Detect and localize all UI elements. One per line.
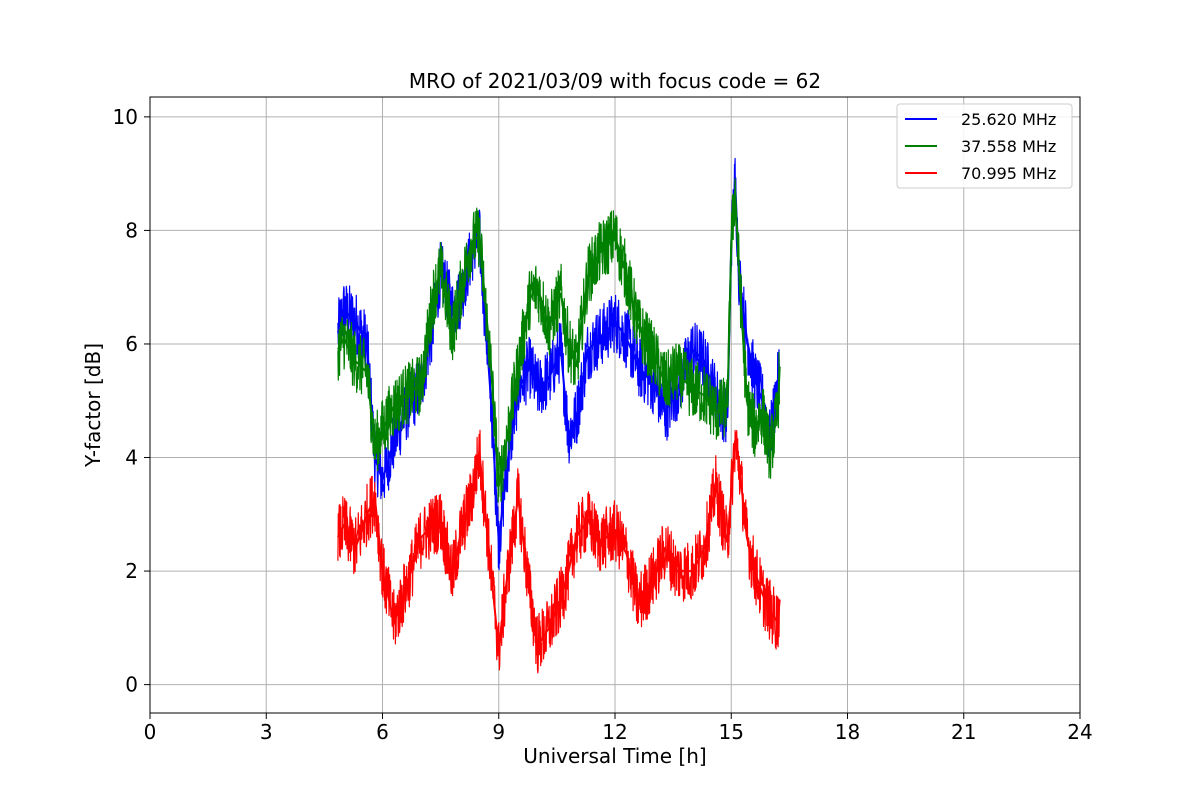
- y-tick-label: 0: [125, 673, 138, 697]
- series-37-558-mhz-line: [337, 190, 781, 487]
- x-tick-label: 0: [144, 720, 157, 744]
- legend-label: 25.620 MHz: [961, 110, 1056, 129]
- series-70-995-mhz-line: [337, 440, 781, 651]
- chart-title: MRO of 2021/03/09 with focus code = 62: [409, 69, 821, 93]
- series-70-995-mhz: [337, 429, 781, 674]
- legend-box: [896, 103, 1073, 189]
- legend-label: 37.558 MHz: [961, 137, 1056, 156]
- y-tick-label: 8: [125, 218, 138, 242]
- x-axis-label: Universal Time [h]: [523, 744, 706, 768]
- x-tick-label: 3: [260, 720, 273, 744]
- y-tick-label: 6: [125, 332, 138, 356]
- y-axis-label: Y-factor [dB]: [81, 343, 105, 468]
- legend: 25.620 MHz 37.558 MHz 70.995 MHz: [896, 103, 1073, 189]
- plot-lines: [336, 157, 781, 674]
- x-tick-label: 9: [492, 720, 505, 744]
- series-37-558-mhz: [337, 178, 781, 503]
- x-tick-label: 12: [602, 720, 627, 744]
- legend-label: 70.995 MHz: [961, 164, 1056, 183]
- y-tick-label: 2: [125, 559, 138, 583]
- y-tick-label: 10: [113, 105, 138, 129]
- x-tick-label: 21: [951, 720, 976, 744]
- x-tick-label: 6: [376, 720, 389, 744]
- x-tick-label: 24: [1067, 720, 1092, 744]
- series-37-558-mhz-signal: [337, 178, 780, 503]
- y-tick-label: 4: [125, 446, 138, 470]
- x-tick-label: 18: [835, 720, 860, 744]
- x-tick-label: 15: [719, 720, 744, 744]
